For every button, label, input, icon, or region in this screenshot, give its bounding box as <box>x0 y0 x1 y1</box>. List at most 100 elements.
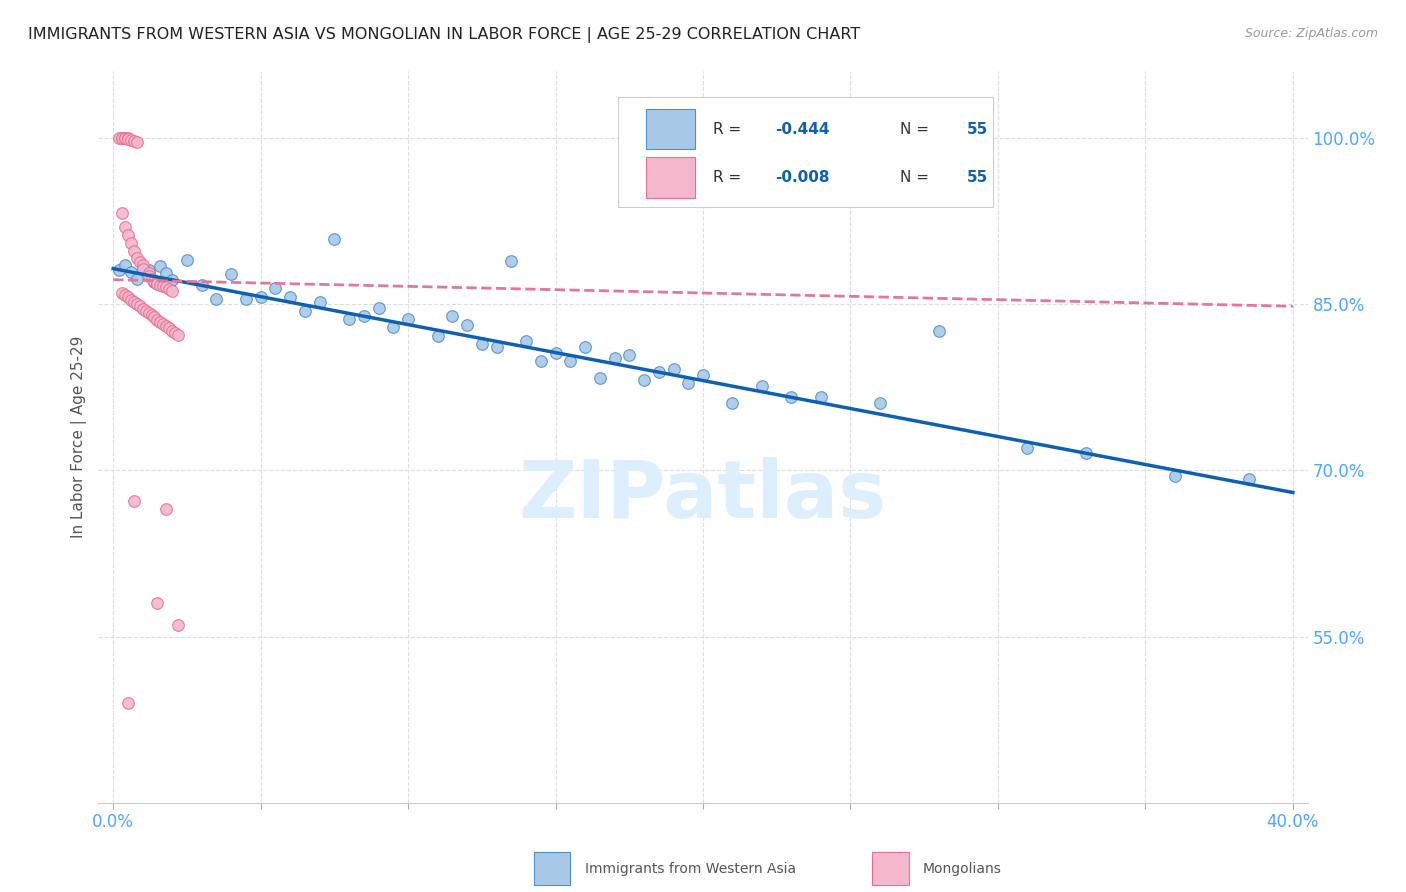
Point <box>780 390 803 404</box>
Point <box>114 131 136 145</box>
Point <box>165 326 187 340</box>
Point <box>152 279 174 293</box>
Text: Immigrants from Western Asia: Immigrants from Western Asia <box>585 862 796 876</box>
Point <box>751 379 773 393</box>
Point <box>111 206 134 220</box>
Point <box>160 284 183 298</box>
Point <box>219 268 242 282</box>
Point <box>120 265 142 279</box>
Point <box>138 306 160 320</box>
Point <box>146 596 169 610</box>
Point <box>111 131 134 145</box>
Point <box>441 310 464 324</box>
Point <box>146 312 169 326</box>
Point <box>143 275 166 289</box>
Point <box>128 299 150 313</box>
Text: 55: 55 <box>966 122 988 136</box>
Point <box>122 134 145 148</box>
Text: N =: N = <box>900 169 934 185</box>
Point <box>157 321 180 335</box>
Point <box>456 318 478 332</box>
Point <box>128 255 150 269</box>
Point <box>143 310 166 325</box>
Point <box>131 301 153 316</box>
Point <box>131 261 153 276</box>
Point <box>167 328 190 343</box>
Point <box>589 370 612 384</box>
Point <box>869 396 891 410</box>
Point <box>122 244 145 258</box>
Point <box>108 131 131 145</box>
Point <box>117 228 139 243</box>
Text: 55: 55 <box>966 169 988 185</box>
Text: IMMIGRANTS FROM WESTERN ASIA VS MONGOLIAN IN LABOR FORCE | AGE 25-29 CORRELATION: IMMIGRANTS FROM WESTERN ASIA VS MONGOLIA… <box>28 27 860 43</box>
Point <box>633 374 655 388</box>
Point <box>160 324 183 338</box>
FancyBboxPatch shape <box>534 852 569 885</box>
Point <box>149 315 172 329</box>
Point <box>155 280 177 294</box>
Point <box>157 282 180 296</box>
Point <box>721 396 744 410</box>
Point <box>120 133 142 147</box>
Point <box>122 494 145 508</box>
FancyBboxPatch shape <box>619 97 993 207</box>
Point <box>235 293 257 307</box>
Point <box>1164 468 1187 483</box>
Point <box>426 328 449 343</box>
Point <box>396 312 419 326</box>
Point <box>382 320 405 334</box>
Text: ZIPatlas: ZIPatlas <box>519 457 887 534</box>
Point <box>152 317 174 331</box>
Point <box>278 290 301 304</box>
Point <box>114 258 136 272</box>
Point <box>125 297 148 311</box>
Point <box>114 131 136 145</box>
Point <box>678 376 700 391</box>
Point <box>264 281 287 295</box>
Point <box>114 288 136 302</box>
Point <box>143 274 166 288</box>
Point <box>122 294 145 309</box>
FancyBboxPatch shape <box>647 109 695 149</box>
Point <box>662 362 685 376</box>
Point <box>1076 446 1098 460</box>
Point <box>692 368 714 382</box>
Point <box>155 319 177 334</box>
Point <box>117 290 139 304</box>
Text: -0.444: -0.444 <box>776 122 830 136</box>
Point <box>120 236 142 251</box>
Point <box>308 295 330 310</box>
Point <box>471 337 494 351</box>
Point <box>131 261 153 276</box>
Point <box>138 269 160 284</box>
Y-axis label: In Labor Force | Age 25-29: In Labor Force | Age 25-29 <box>72 336 87 538</box>
Point <box>155 502 177 516</box>
Text: Mongolians: Mongolians <box>924 862 1002 876</box>
Point <box>176 253 198 268</box>
Point <box>501 254 523 268</box>
FancyBboxPatch shape <box>647 157 695 197</box>
Text: N =: N = <box>900 122 934 136</box>
Point <box>160 273 183 287</box>
Point <box>485 340 508 354</box>
Text: -0.008: -0.008 <box>776 169 830 185</box>
Point <box>155 266 177 280</box>
Point <box>117 132 139 146</box>
Point <box>249 290 271 304</box>
Point <box>648 365 671 379</box>
Point <box>138 262 160 277</box>
Point <box>114 219 136 234</box>
Point <box>141 308 163 322</box>
Point <box>367 301 389 315</box>
Point <box>120 293 142 307</box>
Point <box>146 275 169 289</box>
Point <box>928 324 950 338</box>
Point <box>1237 471 1260 485</box>
Point <box>560 354 582 368</box>
Point <box>117 131 139 145</box>
FancyBboxPatch shape <box>872 852 908 885</box>
Point <box>111 131 134 145</box>
Point <box>337 312 360 326</box>
Point <box>530 354 553 368</box>
